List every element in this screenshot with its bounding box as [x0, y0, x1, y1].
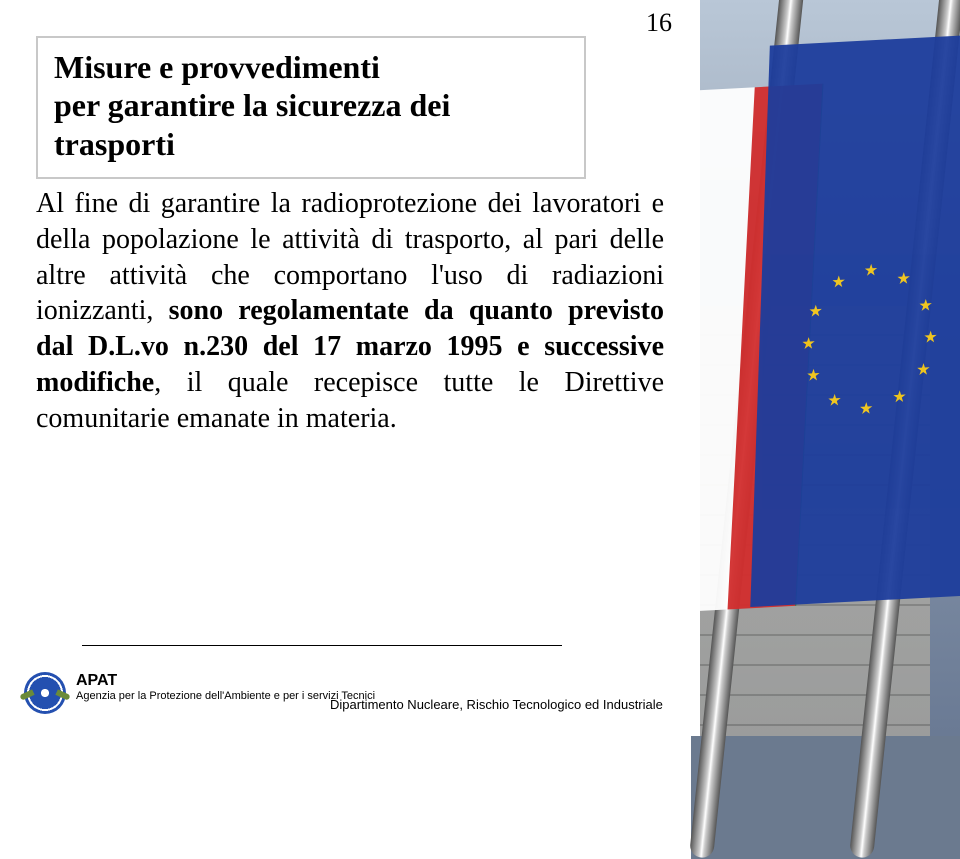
footer-rule: [82, 645, 562, 646]
italy-emblem-icon: [24, 672, 66, 714]
page-number: 16: [646, 8, 672, 38]
footer-dept: Dipartimento Nucleare, Rischio Tecnologi…: [330, 697, 700, 712]
title-line-2: per garantire la sicurezza dei trasporti: [54, 86, 564, 163]
title-line-1: Misure e provvedimenti: [54, 48, 564, 86]
footer-org: APAT: [76, 672, 375, 690]
title-box: Misure e provvedimenti per garantire la …: [36, 36, 586, 179]
body-paragraph: Al fine di garantire la radioprotezione …: [36, 186, 664, 437]
eu-stars: ★ ★ ★ ★ ★ ★ ★ ★ ★ ★ ★ ★: [797, 257, 942, 405]
flag-eu: ★ ★ ★ ★ ★ ★ ★ ★ ★ ★ ★ ★: [750, 33, 960, 607]
slide-content: 16 Misure e provvedimenti per garantire …: [0, 0, 700, 736]
right-photo-panel: ★ ★ ★ ★ ★ ★ ★ ★ ★ ★ ★ ★: [690, 0, 960, 736]
